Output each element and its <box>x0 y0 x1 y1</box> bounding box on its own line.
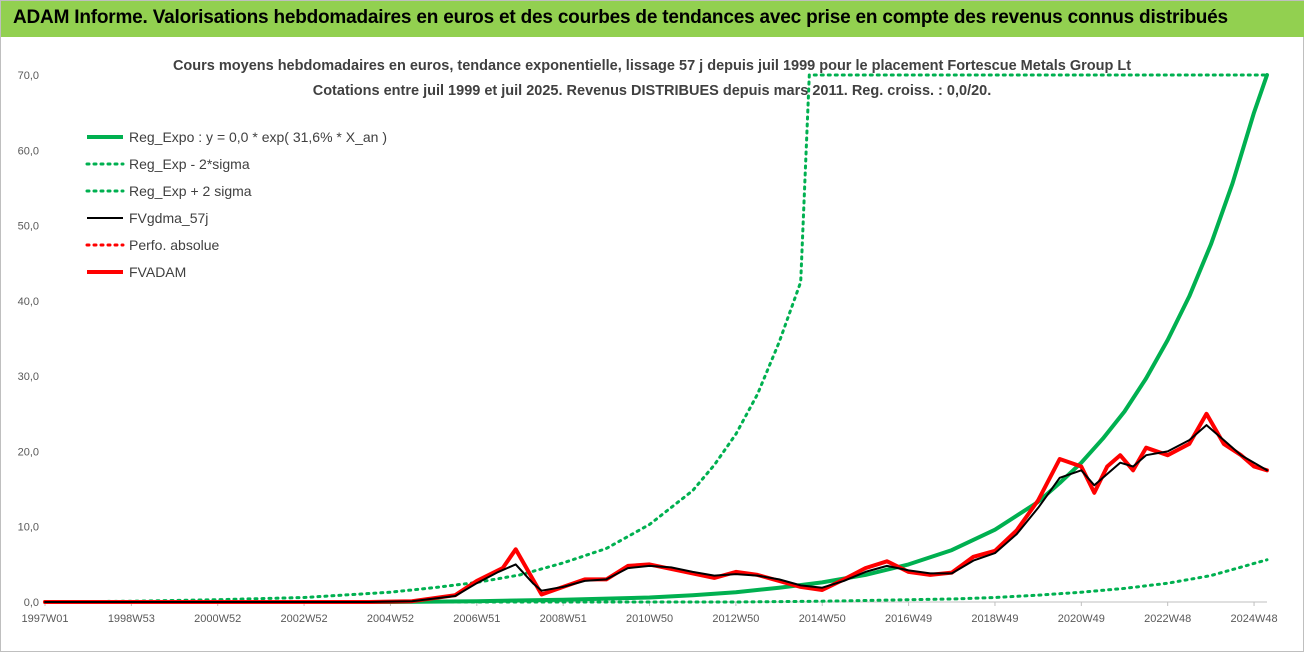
chart-title-line-1: Cours moyens hebdomadaires en euros, ten… <box>173 58 1131 74</box>
y-tick-label: 60,0 <box>18 145 39 157</box>
legend-label: Reg_Exp + 2 sigma <box>129 183 252 199</box>
line-chart: 0,0 10,0 20,0 30,0 40,0 50,0 60,0 70,0 1997W01 19… <box>18 58 1278 625</box>
series-group <box>43 73 1269 604</box>
x-tick-label: 2020W49 <box>1058 613 1105 625</box>
legend-label: Reg_Exp - 2*sigma <box>129 156 250 172</box>
x-tick-label: 2022W48 <box>1144 613 1191 625</box>
x-tick-label: 2010W50 <box>626 613 673 625</box>
chart-title-line-2: Cotations entre juil 1999 et juil 2025. … <box>313 83 992 99</box>
series-line-4 <box>43 412 1269 604</box>
x-tick-label: 2014W50 <box>799 613 846 625</box>
y-tick-label: 0,0 <box>24 597 39 609</box>
x-tick-label: 2008W51 <box>540 613 587 625</box>
legend: Reg_Expo : y = 0,0 * exp( 31,6% * X_an )… <box>85 129 387 280</box>
legend-label: Reg_Expo : y = 0,0 * exp( 31,6% * X_an ) <box>129 129 387 145</box>
series-line-2 <box>43 73 1269 604</box>
legend-label: Perfo. absolue <box>129 237 219 253</box>
axes: 0,0 10,0 20,0 30,0 40,0 50,0 60,0 70,0 1997W01 19… <box>18 70 1278 625</box>
x-tick-label: 1998W53 <box>108 613 155 625</box>
x-tick-label: 2018W49 <box>971 613 1018 625</box>
x-tick-label: 1997W01 <box>21 613 68 625</box>
x-tick-label: 2000W52 <box>194 613 241 625</box>
series-line-5 <box>43 411 1269 604</box>
x-tick-label: 2006W51 <box>453 613 500 625</box>
x-tick-label: 2016W49 <box>885 613 932 625</box>
x-tick-label: 2002W52 <box>281 613 328 625</box>
legend-label: FVADAM <box>129 264 186 280</box>
x-tick-label: 2012W50 <box>712 613 759 625</box>
y-tick-label: 10,0 <box>18 522 39 534</box>
x-tick-label: 2004W52 <box>367 613 414 625</box>
report-banner: ADAM Informe. Valorisations hebdomadaire… <box>1 1 1304 37</box>
y-tick-label: 70,0 <box>18 70 39 82</box>
series-line-1 <box>43 558 1269 604</box>
series-line-0 <box>43 73 1269 604</box>
y-tick-label: 50,0 <box>18 221 39 233</box>
y-tick-label: 30,0 <box>18 371 39 383</box>
x-tick-label: 2024W48 <box>1230 613 1277 625</box>
y-tick-label: 20,0 <box>18 446 39 458</box>
series-line-3 <box>44 424 1268 603</box>
report-title: ADAM Informe. Valorisations hebdomadaire… <box>13 7 1228 28</box>
y-tick-label: 40,0 <box>18 296 39 308</box>
legend-label: FVgdma_57j <box>129 210 208 226</box>
